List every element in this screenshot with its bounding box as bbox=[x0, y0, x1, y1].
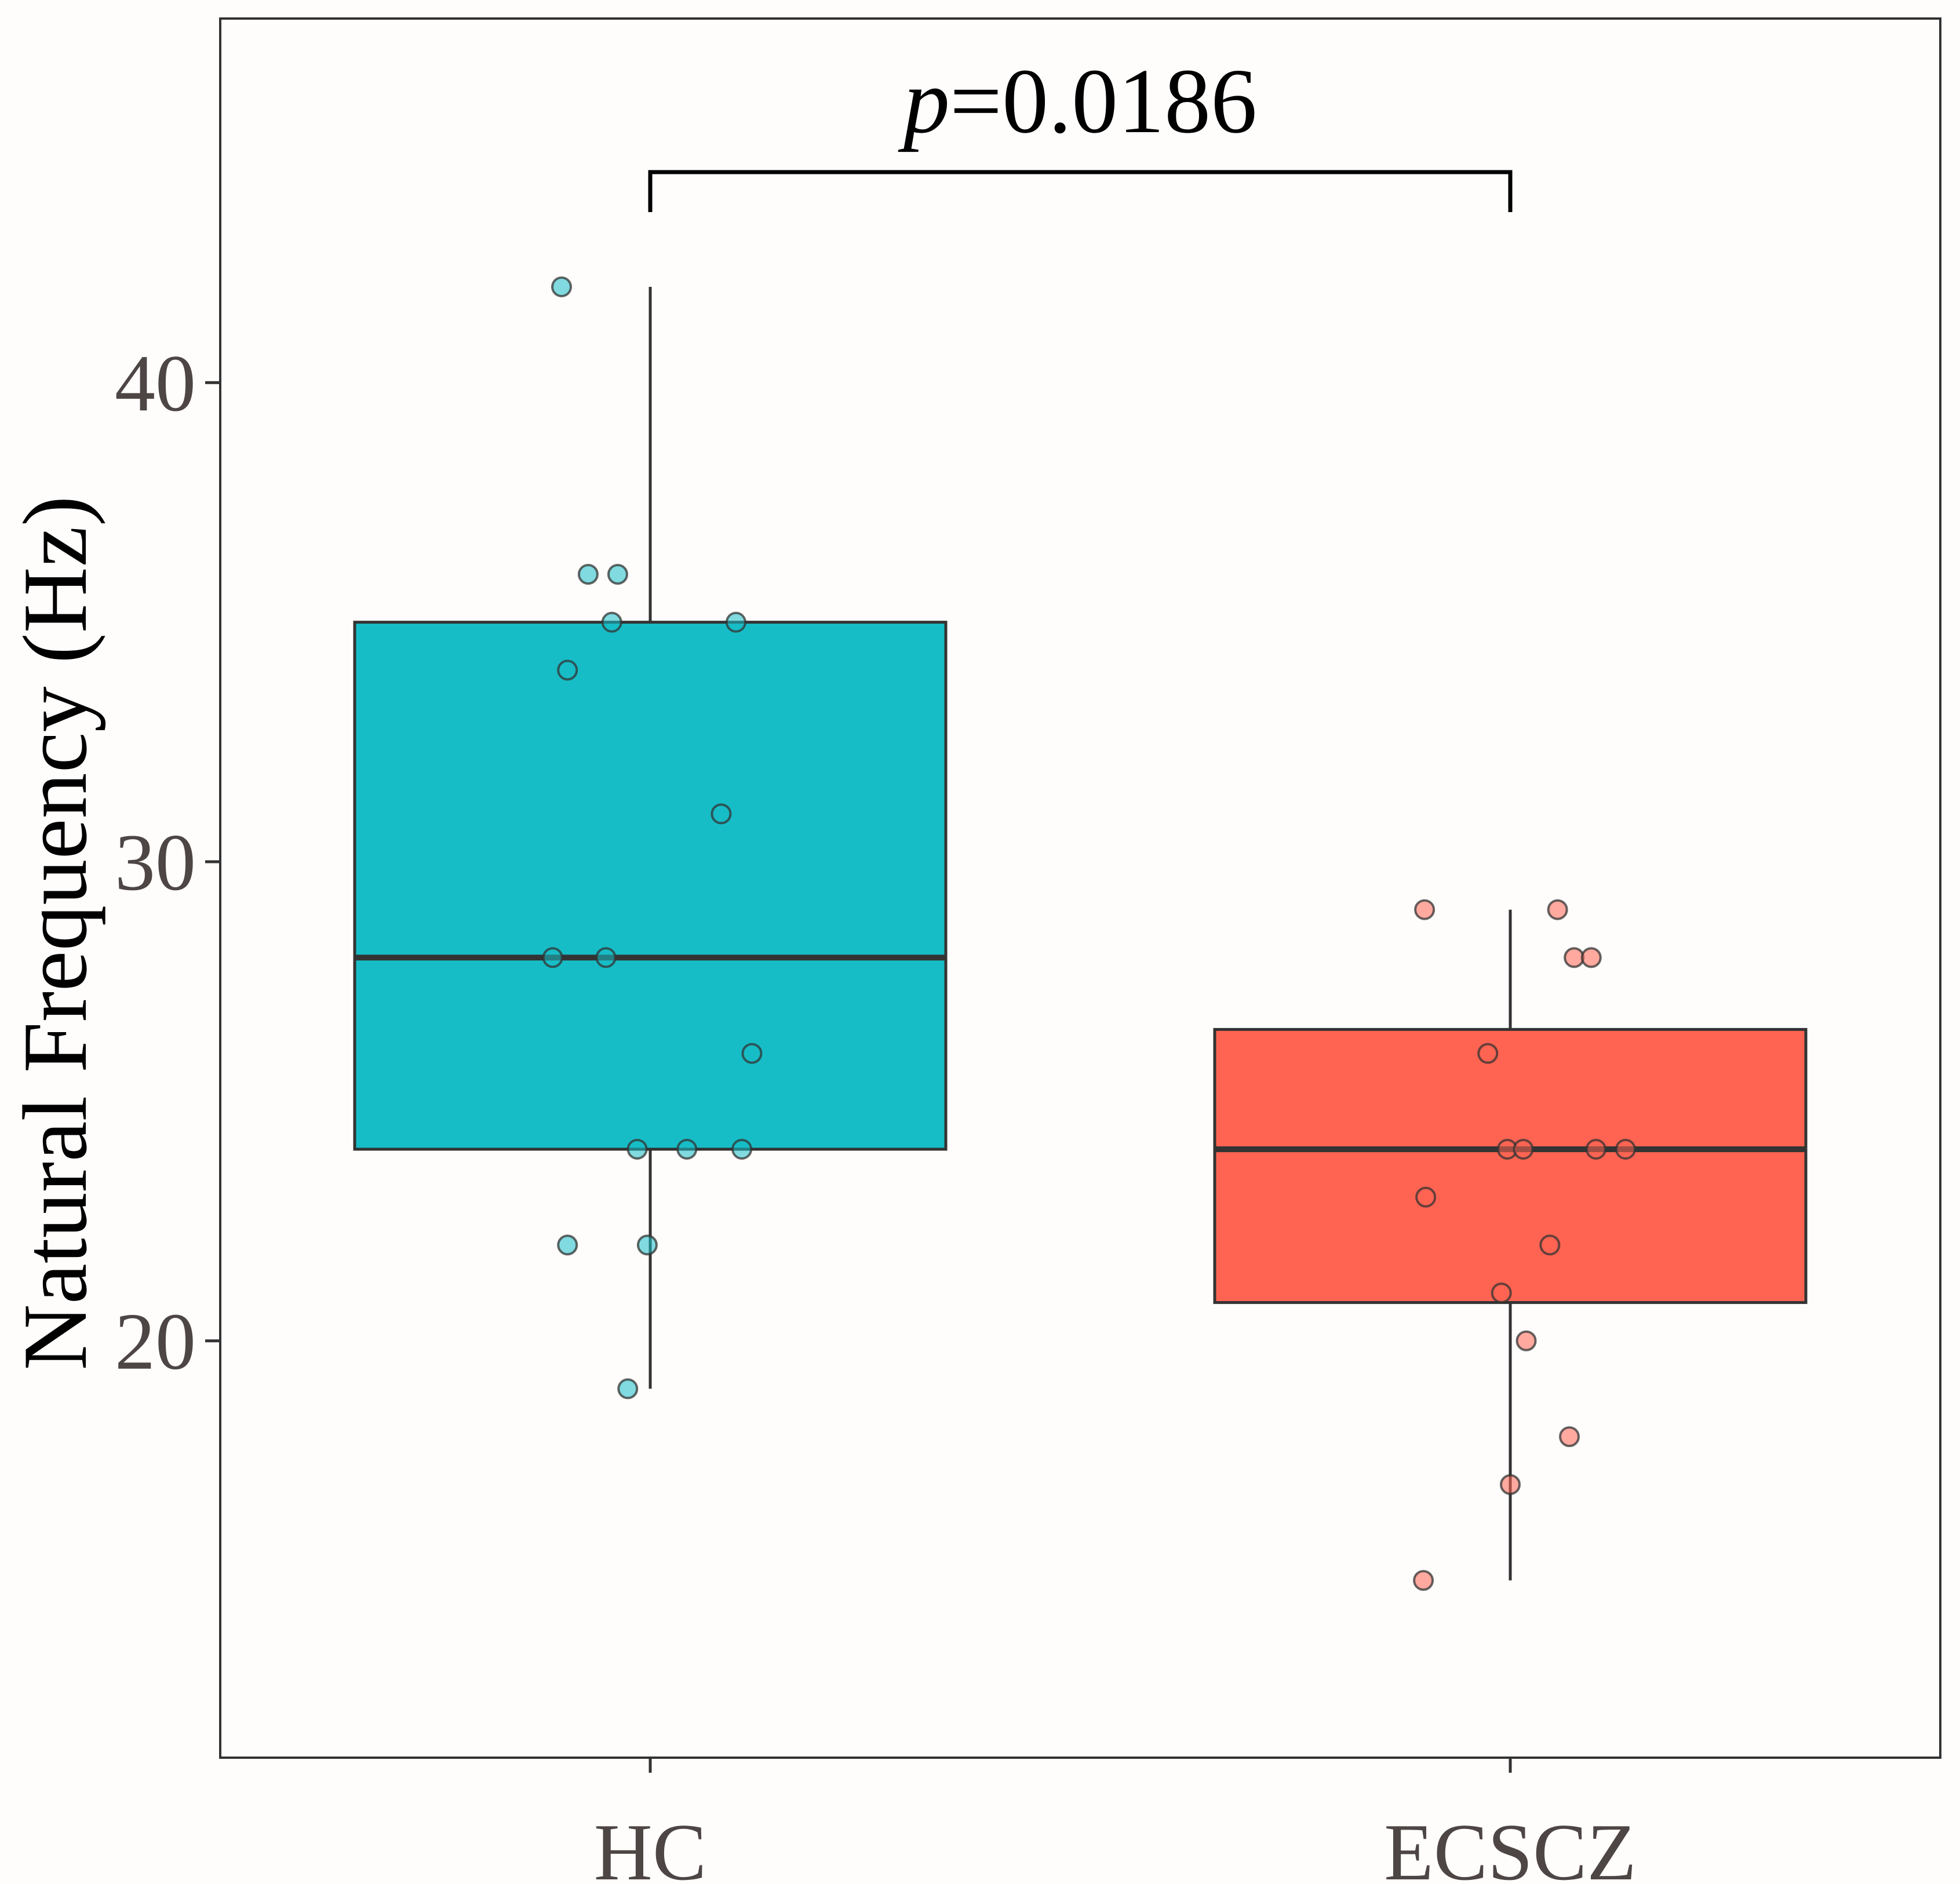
hc-point-12 bbox=[676, 1139, 698, 1160]
ecscz-point-9 bbox=[1615, 1139, 1636, 1160]
hc-point-13 bbox=[731, 1139, 753, 1160]
ecscz-point-5 bbox=[1477, 1043, 1499, 1064]
hc-point-11 bbox=[626, 1139, 648, 1160]
hc-point-6 bbox=[557, 659, 578, 681]
hc-point-2 bbox=[577, 563, 599, 585]
ecscz-point-16 bbox=[1413, 1570, 1434, 1591]
hc-point-5 bbox=[725, 611, 746, 633]
ecscz-point-7 bbox=[1513, 1139, 1534, 1160]
y-tick-label-40: 40 bbox=[115, 338, 196, 428]
hc-point-3 bbox=[607, 563, 628, 585]
hc-point-7 bbox=[711, 803, 732, 825]
y-tick-label-20: 20 bbox=[115, 1297, 196, 1387]
y-axis-title: Natural Frequency (Hz) bbox=[5, 495, 106, 1370]
hc-point-14 bbox=[557, 1234, 578, 1256]
ecscz-point-13 bbox=[1515, 1330, 1537, 1351]
hc-point-10 bbox=[741, 1043, 763, 1064]
ecscz-box bbox=[1213, 1027, 1808, 1304]
x-tick-label-ecscz: ECSCZ bbox=[1384, 1808, 1637, 1884]
ecscz-point-4 bbox=[1580, 947, 1602, 968]
ecscz-point-8 bbox=[1585, 1139, 1606, 1160]
p-value-text: =0.0186 bbox=[950, 49, 1257, 152]
hc-point-9 bbox=[595, 947, 617, 968]
ecscz-point-12 bbox=[1491, 1282, 1512, 1304]
axes: 20 30 40 HC ECSCZ bbox=[115, 338, 1637, 1884]
hc-point-8 bbox=[542, 947, 563, 968]
hc-box bbox=[353, 621, 948, 1151]
ecscz-point-14 bbox=[1559, 1426, 1580, 1448]
ecscz-point-2 bbox=[1547, 899, 1568, 920]
hc-point-15 bbox=[636, 1234, 658, 1256]
hc-point-16 bbox=[617, 1378, 639, 1400]
ecscz-point-11 bbox=[1539, 1234, 1561, 1256]
p-value-label: p=0.0186 bbox=[898, 49, 1257, 152]
plot-marks bbox=[353, 276, 1808, 1591]
p-symbol: p bbox=[898, 49, 950, 152]
x-tick-label-hc: HC bbox=[594, 1808, 706, 1884]
significance-bracket bbox=[648, 170, 1513, 212]
hc-point-4 bbox=[601, 611, 622, 633]
y-tick-label-30: 30 bbox=[115, 818, 196, 908]
ecscz-point-10 bbox=[1415, 1186, 1437, 1208]
significance-annotation: p=0.0186 bbox=[648, 49, 1513, 212]
hc-point-1 bbox=[551, 276, 572, 297]
ecscz-point-3 bbox=[1564, 947, 1585, 968]
ecscz-point-15 bbox=[1500, 1474, 1521, 1495]
ecscz-point-1 bbox=[1414, 899, 1436, 920]
